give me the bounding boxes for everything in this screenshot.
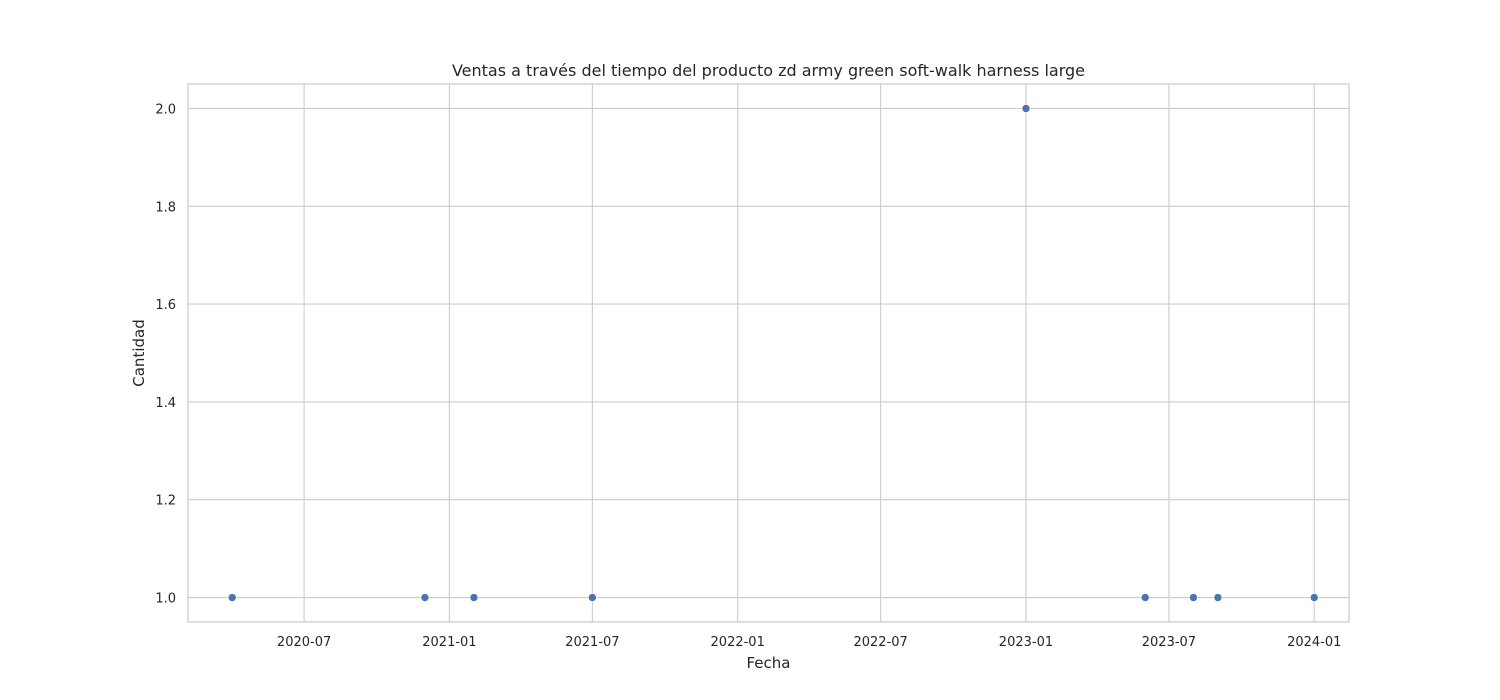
y-tick-labels: 1.0 1.2 1.4 1.6 1.8 2.0: [155, 102, 176, 606]
x-tick-label: 2020-07: [277, 635, 331, 650]
grid: [188, 84, 1349, 622]
y-tick-label: 1.2: [155, 494, 176, 509]
data-point: [420, 593, 430, 602]
data-point: [1213, 593, 1223, 602]
x-tick-label: 2023-01: [999, 635, 1053, 650]
data-point: [1309, 593, 1319, 602]
data-point: [469, 593, 479, 602]
y-tick-label: 1.4: [155, 396, 176, 411]
x-tick-labels: 2020-07 2021-01 2021-07 2022-01 2022-07 2023-…: [277, 635, 1341, 650]
y-axis-label: Cantidad: [130, 319, 148, 386]
x-tick-label: 2022-01: [711, 635, 765, 650]
y-tick-label: 1.6: [155, 298, 176, 313]
data-points: [227, 104, 1319, 602]
plot-frame: [187, 83, 1350, 623]
x-tick-label: 2021-01: [422, 635, 476, 650]
y-tick-label: 2.0: [155, 102, 176, 117]
x-tick-label: 2024-01: [1287, 635, 1341, 650]
x-tick-label: 2023-07: [1142, 635, 1196, 650]
x-tick-label: 2022-07: [853, 635, 907, 650]
data-point: [1189, 593, 1198, 602]
chart-title: Ventas a través del tiempo del producto …: [452, 61, 1085, 80]
x-axis-label: Fecha: [747, 654, 791, 672]
y-tick-label: 1.8: [155, 200, 176, 215]
x-tick-label: 2021-07: [565, 635, 619, 650]
data-point: [1140, 593, 1150, 602]
y-tick-label: 1.0: [155, 592, 176, 607]
data-point: [227, 593, 237, 602]
data-point: [588, 593, 597, 602]
data-point: [1021, 104, 1031, 113]
